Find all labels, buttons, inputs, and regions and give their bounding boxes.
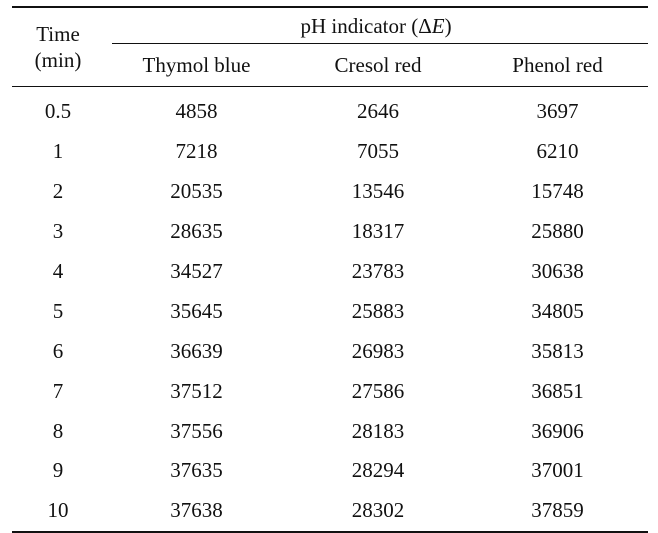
- phenol-red-cell: 30638: [531, 259, 584, 283]
- column-header-cresol-red: Cresol red: [289, 44, 467, 87]
- phenol-red-cell: 34805: [531, 298, 584, 323]
- time-cell: 3: [52, 219, 64, 244]
- phenol-red-cell: 6210: [536, 139, 579, 164]
- time-cell: 5: [52, 298, 64, 323]
- cresol-red-cell: 26983: [351, 338, 405, 363]
- thymol-blue-cell: 37556: [170, 418, 223, 443]
- table-row: 1 7218 7055 6210: [12, 132, 648, 172]
- thymol-blue-cell: 28635: [170, 219, 223, 244]
- header-row-group: Time (min) pH indicator (ΔE): [12, 7, 649, 87]
- time-cell: 4: [52, 259, 64, 283]
- time-cell: 10: [12, 490, 104, 533]
- phenol-red-cell: 3697: [536, 99, 579, 124]
- time-header-line1: Time: [36, 22, 80, 46]
- cresol-red-cell: 13546: [351, 179, 405, 204]
- time-cell: 1: [52, 139, 64, 164]
- thymol-blue-cell: 37638: [104, 490, 289, 533]
- phenol-red-cell: 35813: [531, 338, 584, 363]
- cresol-red-cell: 27586: [351, 378, 405, 403]
- table-row: 10 37638 28302 37859: [12, 490, 649, 533]
- thymol-blue-cell: 36639: [170, 338, 223, 363]
- thymol-blue-cell: 35645: [170, 298, 223, 323]
- group-header-suffix: ): [444, 13, 452, 38]
- table-row: 8 37556 28183 36906: [12, 411, 648, 451]
- group-header-symbol: E: [431, 13, 445, 38]
- group-header-prefix: pH indicator (Δ: [300, 13, 432, 38]
- table-row: 3 28635 18317 25880: [12, 212, 648, 252]
- time-cell: 7: [52, 378, 64, 403]
- cresol-red-cell: 7055: [357, 139, 399, 164]
- cresol-red-cell: 28294: [351, 458, 405, 483]
- cresol-red-cell: 25883: [351, 298, 405, 323]
- cresol-red-cell: 28302: [289, 490, 467, 533]
- phenol-red-cell: 37859: [467, 490, 649, 533]
- phenol-red-cell: 37001: [531, 458, 584, 483]
- column-header-phenol-red: Phenol red: [467, 44, 649, 87]
- time-cell: 0.5: [44, 99, 72, 124]
- thymol-blue-cell: 4858: [175, 99, 218, 124]
- column-header-thymol-blue: Thymol blue: [104, 44, 289, 87]
- ph-indicator-table: Time (min) pH indicator (ΔE) Thymol blue…: [12, 6, 649, 533]
- table-header: Time (min) pH indicator (ΔE) Thymol blue…: [12, 7, 649, 87]
- time-column-header: Time (min): [12, 7, 104, 87]
- table-row: 9 37635 28294 37001: [12, 451, 648, 491]
- phenol-red-cell: 36906: [531, 418, 584, 443]
- phenol-red-cell: 36851: [531, 378, 584, 403]
- time-cell: 9: [52, 458, 64, 483]
- table-row: 0.5 4858 2646 3697: [12, 87, 648, 132]
- table-row: 4 34527 23783 30638: [12, 252, 648, 292]
- thymol-blue-cell: 37512: [170, 378, 223, 403]
- phenol-red-cell: 25880: [531, 219, 584, 244]
- table-row: 6 36639 26983 35813: [12, 331, 648, 371]
- cresol-red-cell: 2646: [357, 99, 399, 124]
- thymol-blue-cell: 34527: [170, 259, 223, 283]
- table-body: 0.5 4858 2646 3697 1 7218 7055 6210 2 20535 13546 1…: [12, 87, 649, 533]
- time-header-line2: (min): [34, 48, 82, 72]
- thymol-blue-cell: 7218: [175, 139, 218, 164]
- table-row: 7 37512 27586 36851: [12, 371, 648, 411]
- time-cell: 8: [52, 418, 64, 443]
- table-row: 5 35645 25883 34805: [12, 291, 648, 331]
- thymol-blue-cell: 37635: [170, 458, 223, 483]
- ph-indicator-group-header: pH indicator (ΔE): [104, 7, 649, 44]
- time-cell: 2: [52, 179, 64, 204]
- time-cell: 6: [52, 338, 64, 363]
- cresol-red-cell: 23783: [351, 259, 405, 283]
- cresol-red-cell: 28183: [351, 418, 405, 443]
- phenol-red-cell: 15748: [531, 179, 584, 204]
- header-row-columns: Thymol blue Cresol red Phenol red: [12, 44, 649, 87]
- table-row: 2 20535 13546 15748: [12, 172, 648, 212]
- cresol-red-cell: 18317: [351, 219, 405, 244]
- thymol-blue-cell: 20535: [170, 179, 223, 204]
